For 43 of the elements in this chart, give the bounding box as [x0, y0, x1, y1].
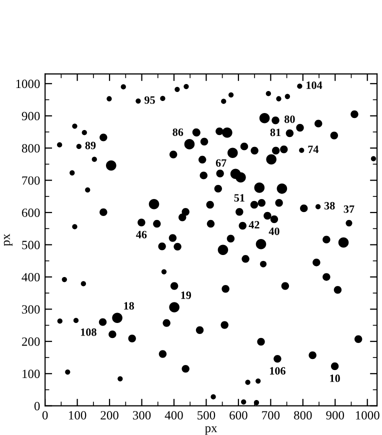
- y-tick-label: 300: [22, 305, 40, 314]
- x-tick-label: 400: [164, 411, 183, 420]
- x-tick-label: 500: [198, 411, 216, 420]
- annotation: 37: [344, 205, 354, 213]
- annotation: 106: [270, 367, 286, 375]
- annotation: 95: [144, 96, 155, 104]
- x-tick-label: 800: [294, 411, 312, 420]
- y-tick-label: 400: [22, 272, 40, 282]
- x-tick-label: 100: [69, 411, 86, 420]
- x-tick-label: 200: [100, 411, 118, 420]
- y-axis-title: px: [4, 234, 12, 246]
- annotation: 104: [306, 81, 322, 89]
- x-tick-label: 0: [42, 411, 48, 420]
- annotation: 80: [284, 115, 295, 123]
- y-tick-label: 900: [22, 112, 40, 120]
- annotation: 74: [308, 146, 319, 153]
- y-tick-label: 1000: [16, 80, 40, 88]
- annotation: 89: [85, 142, 96, 150]
- y-tick-label: 0: [34, 402, 40, 410]
- y-tick-label: 200: [22, 337, 40, 346]
- annotation: 86: [172, 128, 184, 136]
- annotation: 46: [136, 230, 147, 238]
- annotation: 51: [234, 194, 244, 202]
- y-tick-label: 600: [22, 208, 40, 217]
- annotation: 19: [181, 292, 192, 299]
- x-tick-label: 1000: [356, 411, 380, 420]
- y-tick-label: 700: [22, 176, 40, 185]
- y-tick-label: 800: [22, 144, 40, 153]
- x-axis-title: px: [205, 426, 218, 435]
- annotation: 40: [268, 228, 280, 236]
- annotation: 81: [270, 128, 280, 136]
- x-tick-label: 700: [262, 411, 280, 420]
- annotation: 42: [248, 221, 260, 228]
- x-tick-label: 600: [230, 411, 248, 420]
- annotation: 108: [80, 328, 96, 336]
- annotation: 38: [324, 202, 335, 210]
- annotation: 10: [330, 374, 340, 382]
- annotation: 67: [216, 159, 226, 167]
- y-tick-label: 100: [22, 370, 40, 378]
- y-tick-label: 500: [22, 240, 40, 250]
- x-tick-label: 300: [132, 411, 151, 420]
- annotation: 18: [124, 302, 134, 310]
- x-tick-label: 900: [326, 411, 344, 420]
